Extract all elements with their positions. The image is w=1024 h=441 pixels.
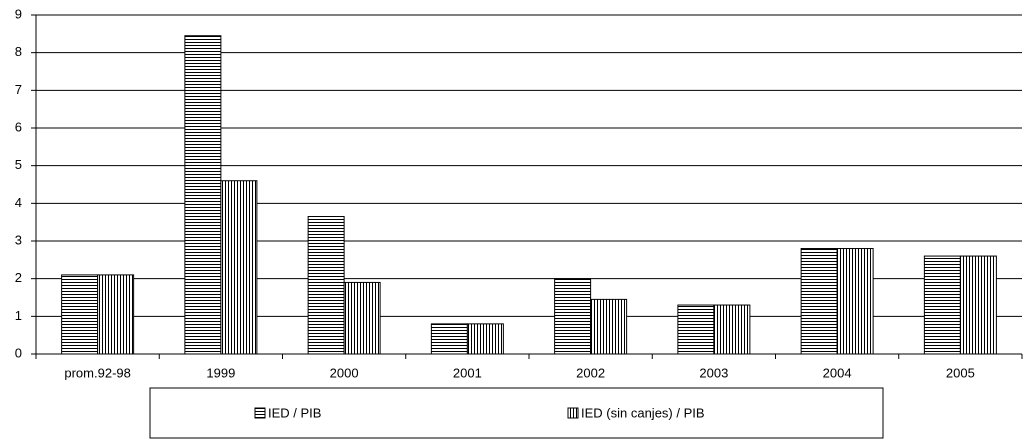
y-tick-label: 2 [15,270,22,285]
legend-label: IED / PIB [268,405,321,420]
bar [677,304,715,355]
y-tick-label: 0 [15,345,22,360]
bar [713,304,751,355]
legend-label: IED (sin canjes) / PIB [581,405,705,420]
x-tick-label: 2002 [576,365,605,380]
bar [923,255,961,355]
x-tick-label: 2000 [330,365,359,380]
x-tick-label: 2003 [699,365,728,380]
bar [61,274,99,355]
y-tick-label: 8 [15,44,22,59]
y-tick-label: 4 [15,195,22,210]
bar [430,323,468,355]
legend-swatch [254,407,266,419]
x-tick-label: 2005 [946,365,975,380]
bar [959,255,997,355]
x-tick-label: 1999 [206,365,235,380]
y-tick-label: 1 [15,308,22,323]
bar [800,248,838,355]
y-tick-label: 7 [15,82,22,97]
x-tick-label: 2001 [453,365,482,380]
y-tick-label: 9 [15,6,22,21]
legend-swatch [567,407,579,419]
bar [97,274,135,355]
legend-box [149,387,884,439]
y-tick-label: 5 [15,157,22,172]
x-tick-label: prom.92-98 [64,365,130,380]
y-tick-label: 3 [15,232,22,247]
bar [466,323,504,355]
bar [554,278,592,355]
bar [307,216,345,355]
bar [836,248,874,355]
bar [343,281,381,355]
bar [184,35,222,355]
bar [590,298,628,355]
bar [220,180,258,355]
x-tick-label: 2004 [823,365,852,380]
y-tick-label: 6 [15,119,22,134]
